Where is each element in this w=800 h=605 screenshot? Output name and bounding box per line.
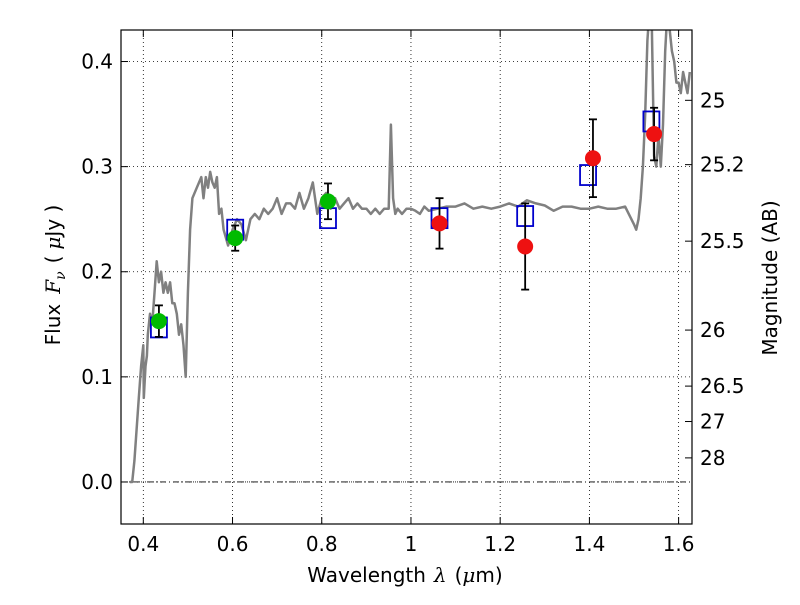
y2-axis-label: Magnitude (AB) xyxy=(758,200,782,355)
y-tick-label: 0.3 xyxy=(81,155,113,179)
magnitude-tick-label: 26 xyxy=(700,318,725,342)
observed-point-red xyxy=(646,126,663,143)
magnitude-tick-label: 25.5 xyxy=(700,229,745,253)
axes-layer xyxy=(120,29,693,525)
magnitude-tick-label: 28 xyxy=(700,446,725,470)
observed-point-green xyxy=(319,193,336,210)
x-tick-label: 0.8 xyxy=(306,532,338,556)
model-photometry-box xyxy=(579,164,597,186)
observed-point-green xyxy=(227,230,244,247)
observed-point-green xyxy=(150,313,167,330)
x-tick-label: 0.6 xyxy=(217,532,249,556)
x-tick-label: 1 xyxy=(405,532,418,556)
observed-point-red xyxy=(517,238,534,255)
x-tick-label: 1.2 xyxy=(484,532,516,556)
y-tick-label: 0.1 xyxy=(81,365,113,389)
x-tick-label: 1.4 xyxy=(573,532,605,556)
model-spectrum-line xyxy=(129,30,692,484)
magnitude-tick-label: 25.2 xyxy=(700,153,745,177)
axes-frame xyxy=(120,29,693,525)
magnitude-tick-label: 26.5 xyxy=(700,374,745,398)
magnitude-tick-label: 27 xyxy=(700,410,725,434)
y-tick-label: 0.2 xyxy=(81,260,113,284)
observed-point-red xyxy=(584,150,601,167)
y-tick-label: 0.4 xyxy=(81,50,113,74)
x-tick-label: 0.4 xyxy=(127,532,159,556)
x-tick-label: 1.6 xyxy=(663,532,695,556)
grid-layer xyxy=(121,30,692,524)
y-tick-label: 0.0 xyxy=(81,470,113,494)
ticks-layer: 0.4 0.6 0.8 1 1.2 1.4 1.6 0.0 0.1 0.2 0.3 0.4 25 25.2… xyxy=(81,30,745,556)
y-axis-label: FluxFν(μJy ) xyxy=(41,205,69,346)
x-axis-label: Wavelength λ (μm) xyxy=(307,563,502,587)
observed-point-red xyxy=(431,215,448,232)
magnitude-tick-label: 25 xyxy=(700,88,725,112)
plot-area xyxy=(129,30,692,484)
